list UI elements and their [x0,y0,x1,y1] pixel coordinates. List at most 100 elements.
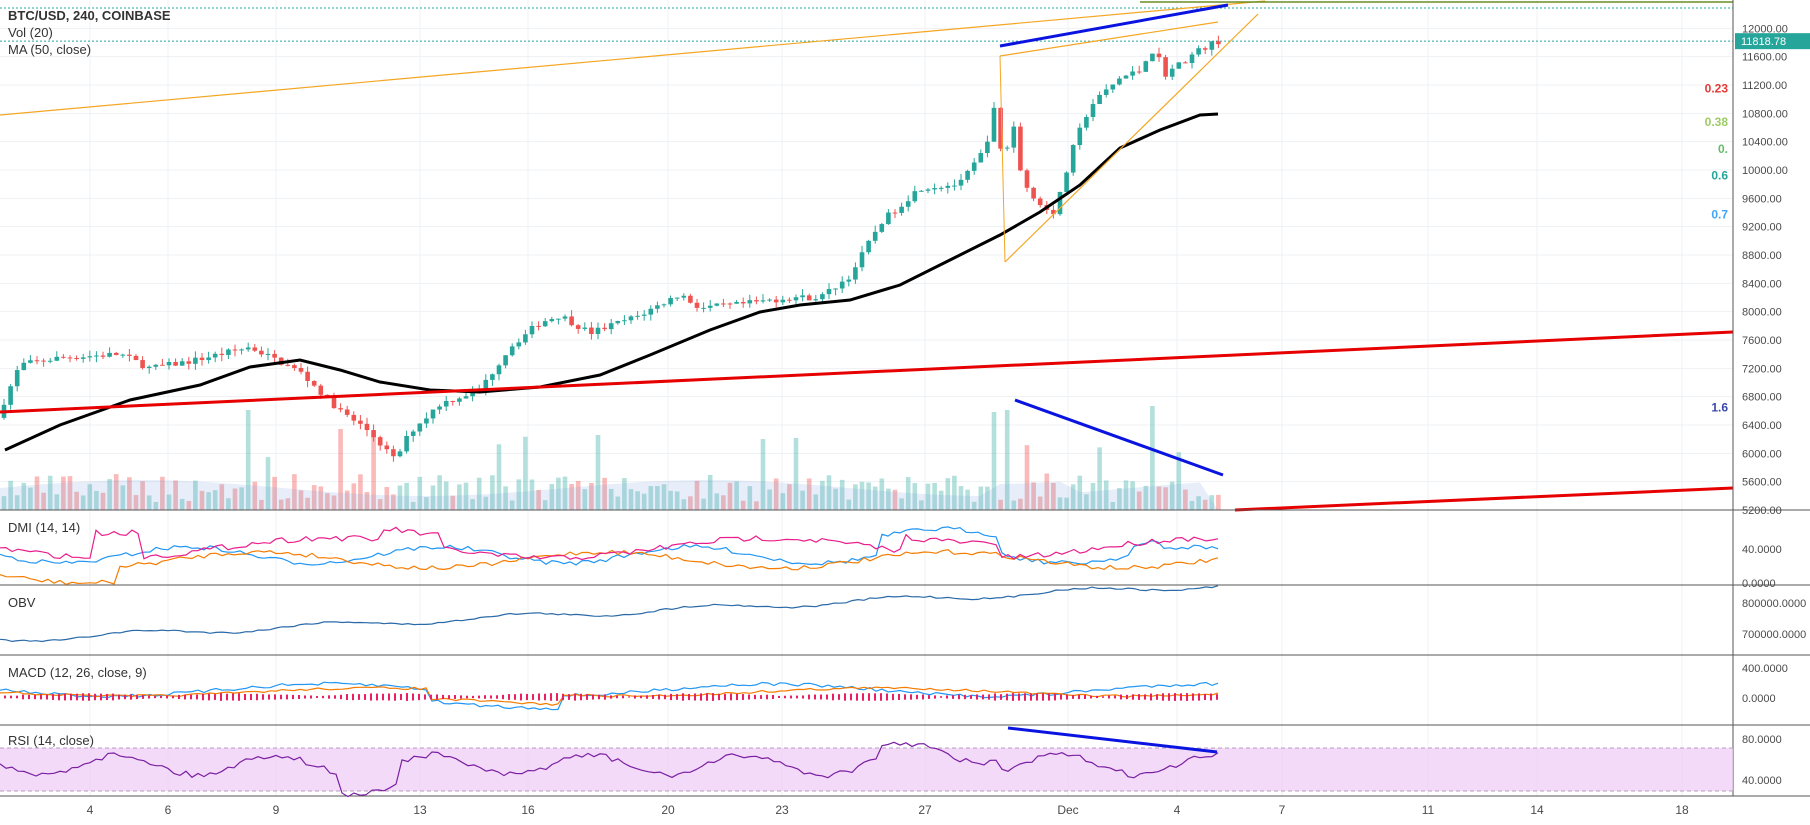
candle [397,451,403,457]
volume-bar [239,487,244,510]
candle [1202,48,1208,50]
candle [410,431,416,436]
candle [212,353,218,358]
macd-histogram-bar [934,695,936,699]
macd-histogram-bar [1126,694,1128,700]
price-axis-label: 10000.00 [1742,165,1788,177]
volume-bar [1084,494,1089,510]
macd-histogram-bar [1168,693,1170,701]
volume-bar [740,500,746,510]
volume-bar [417,476,423,510]
candle [1163,57,1168,77]
macd-histogram-bar [1186,693,1188,701]
macd-histogram-bar [838,694,840,700]
volume-bar [358,474,363,510]
candle [1084,116,1089,128]
volume-bar [965,489,970,510]
macd-histogram-bar [1132,694,1134,700]
volume-bar [1163,487,1168,510]
volume-bar [1110,501,1116,510]
candle [311,380,317,386]
macd-histogram-bar [754,694,756,700]
volume-bar [483,496,489,510]
volume-bar [80,495,86,510]
volume-bar [1117,488,1122,510]
macd-histogram-bar [610,695,612,699]
volume-bar [206,492,211,510]
volume-bar [364,491,370,510]
macd-histogram-bar [196,694,198,700]
candle [179,361,185,366]
time-axis-label: 23 [775,803,789,817]
candle [1051,209,1056,215]
macd-histogram-bar [250,693,252,701]
candle [417,423,423,432]
volume-bar [404,482,409,510]
macd-histogram-bar [298,694,300,700]
macd-histogram-bar [334,695,336,699]
candle [443,400,449,407]
volume-bar [556,477,561,510]
macd-histogram-bar [64,693,66,701]
candle [1004,147,1010,149]
volume-bar [998,499,1003,510]
candle [173,361,178,366]
candle [153,364,159,367]
volume-bar [437,475,442,510]
candle [318,385,324,395]
macd-histogram-bar [1000,694,1002,700]
macd-histogram-bar [592,694,594,700]
time-axis-label: 11 [1422,803,1435,817]
macd-histogram-bar [1078,694,1080,700]
macd-histogram-bar [904,694,906,700]
macd-histogram-bar [862,693,864,701]
macd-histogram-bar [370,693,372,701]
macd-histogram-bar [604,694,606,700]
candle [483,379,489,390]
candle [866,240,871,253]
volume-bar [193,480,198,510]
macd-histogram-bar [670,693,672,701]
macd-histogram-bar [412,693,414,701]
candle [1150,53,1155,62]
volume-bar [179,498,185,510]
candle [1097,94,1102,105]
candle [61,356,66,358]
macd-histogram-bar [580,693,582,701]
time-axis-label: 6 [165,803,172,817]
rsi-band [0,748,1733,791]
macd-histogram-bar [208,693,210,701]
macd-histogram-bar [1048,693,1050,701]
time-axis-label: 14 [1530,803,1544,817]
volume-bar [971,501,977,510]
candle [1123,75,1129,79]
volume-bar [912,483,918,510]
volume-bar [496,444,502,510]
macd-histogram-bar [712,693,714,701]
candle [965,170,970,180]
macd-pane-title: MACD (12, 26, close, 9) [8,665,147,680]
candle [21,362,27,371]
candle [80,357,86,359]
price-axis-label: 8400.00 [1742,278,1782,290]
volume-bar [549,484,555,510]
volume-bar [186,500,192,510]
candle [74,357,79,359]
macd-histogram-bar [832,693,834,701]
candle [28,360,33,363]
price-axis-label: 12000.00 [1742,23,1788,35]
macd-histogram-bar [490,695,492,699]
candle [681,295,687,298]
volume-bar [127,477,132,510]
price-axis-label: 6400.00 [1742,420,1782,432]
candle [1024,170,1030,188]
candle [1070,145,1076,173]
obv-line [0,585,1219,643]
symbol-title: BTC/USD, 240, COINBASE [8,8,171,23]
volume-bar [219,484,225,510]
macd-histogram-bar [340,694,342,700]
volume-bar [397,485,403,510]
volume-bar [1130,481,1135,510]
